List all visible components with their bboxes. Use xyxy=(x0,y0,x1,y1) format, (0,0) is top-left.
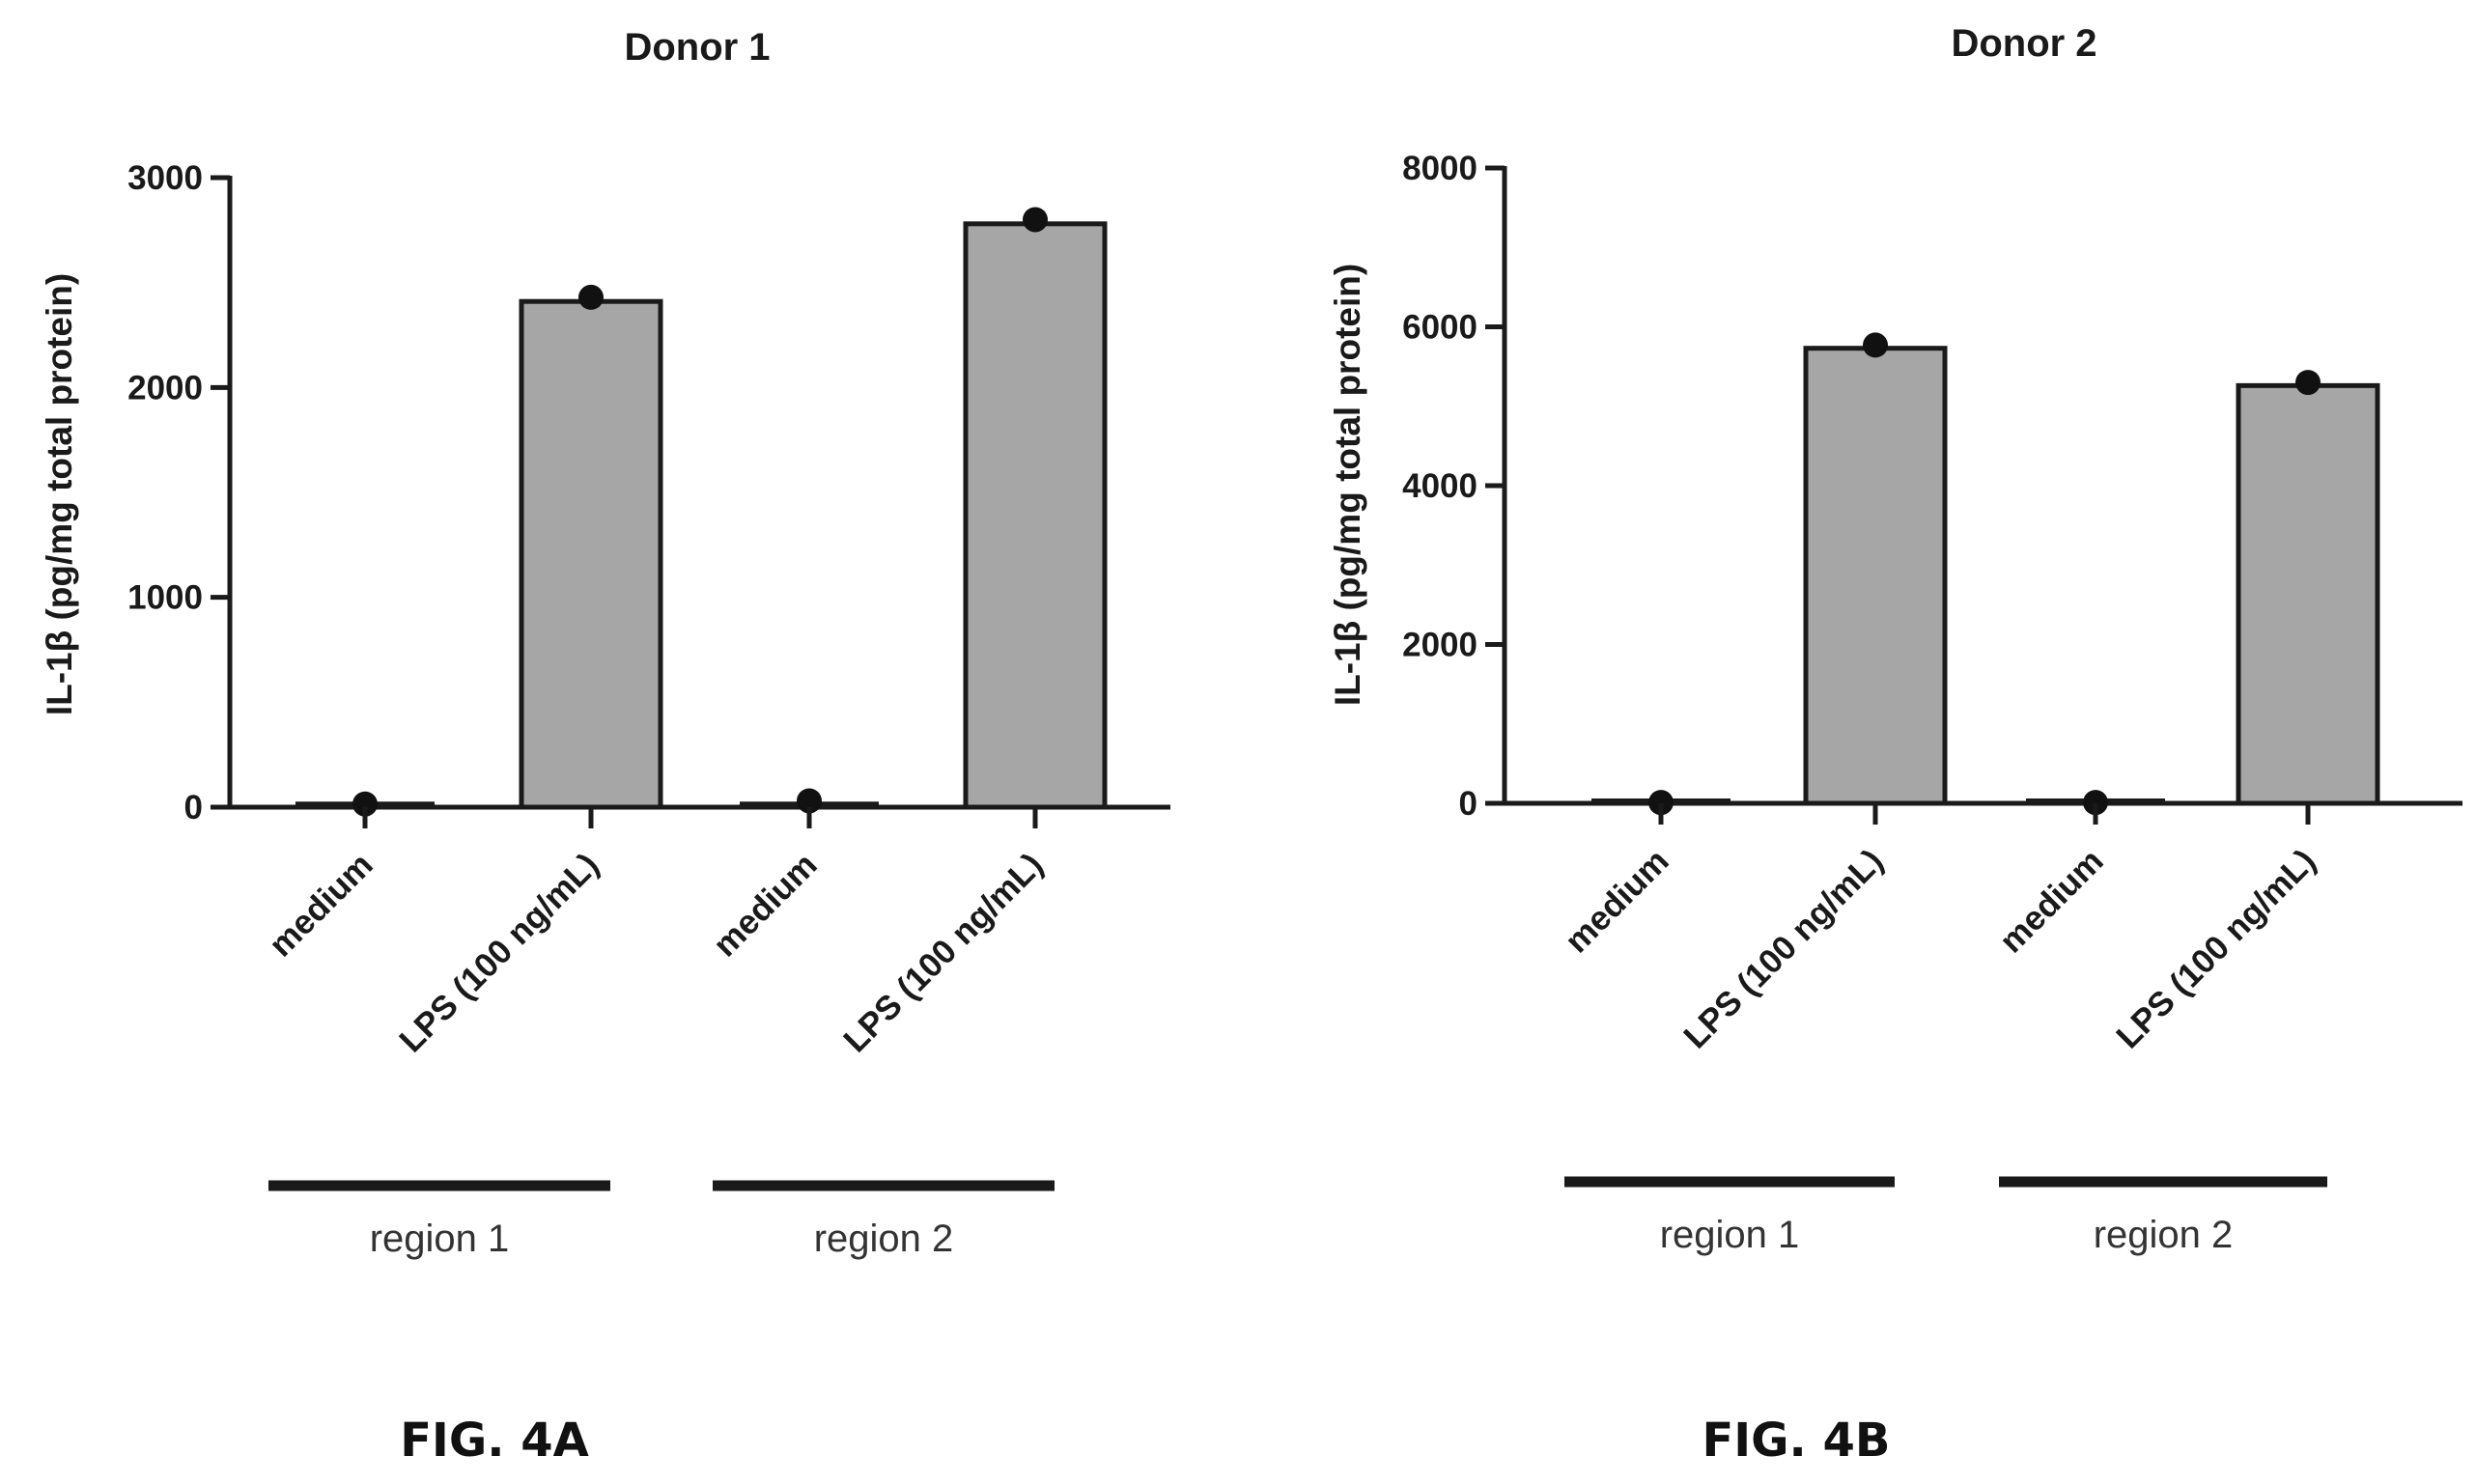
data-point xyxy=(797,788,822,814)
bar xyxy=(519,298,663,810)
group-label: region 2 xyxy=(2094,1214,2234,1256)
chart-donor-1: Donor 1 IL-1β (pg/mg total protein) 0 1000 2… xyxy=(40,26,1170,1260)
y-axis-label: IL-1β (pg/mg total protein) xyxy=(40,273,79,715)
y-tick-label: 0 xyxy=(1459,785,1477,823)
x-tick-label: LPS (100 ng/mL) xyxy=(392,846,605,1059)
x-tick-label: medium xyxy=(262,846,380,964)
bar xyxy=(1803,346,1948,806)
data-point xyxy=(578,284,604,310)
y-tick-label: 1000 xyxy=(127,579,203,617)
x-tick-label: medium xyxy=(1558,842,1675,960)
chart-title: Donor 2 xyxy=(1951,22,2096,65)
data-point xyxy=(1023,207,1048,233)
group-label: region 2 xyxy=(814,1218,954,1260)
y-tick-label: 2000 xyxy=(1402,627,1477,664)
chart-title: Donor 1 xyxy=(624,26,770,69)
figure-label-4a: FIG. 4A xyxy=(400,1414,589,1468)
y-tick-label: 8000 xyxy=(1402,150,1477,187)
x-tick-label: medium xyxy=(1992,842,2110,960)
data-point xyxy=(1648,790,1674,816)
x-tick-label: LPS (100 ng/mL) xyxy=(836,846,1050,1059)
data-point xyxy=(1863,332,1888,358)
y-axis-label: IL-1β (pg/mg total protein) xyxy=(1328,264,1367,706)
x-tick-label: LPS (100 ng/mL) xyxy=(2109,842,2322,1055)
x-tick-label: medium xyxy=(706,846,824,964)
x-tick-label: LPS (100 ng/mL) xyxy=(1676,842,1890,1055)
chart-donor-2: Donor 2 IL-1β (pg/mg total protein) 0 2000 4… xyxy=(1328,22,2462,1256)
y-tick-label: 2000 xyxy=(127,369,203,406)
y-tick-label: 4000 xyxy=(1402,467,1477,505)
group-label: region 1 xyxy=(370,1218,510,1260)
bar xyxy=(963,221,1108,810)
y-tick-label: 6000 xyxy=(1402,309,1477,347)
y-tick-label: 0 xyxy=(184,789,203,826)
group-label: region 1 xyxy=(1660,1214,1800,1256)
data-point xyxy=(2295,370,2321,396)
bar xyxy=(2236,382,2380,806)
y-tick-label: 3000 xyxy=(127,159,203,197)
figure-label-4b: FIG. 4B xyxy=(1702,1414,1891,1468)
data-point xyxy=(2083,790,2108,816)
data-point xyxy=(352,791,378,817)
